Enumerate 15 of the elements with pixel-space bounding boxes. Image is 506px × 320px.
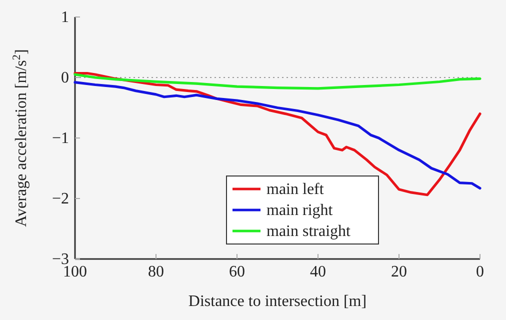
x-tick-label: 40 [310, 263, 326, 280]
legend-label: main left [266, 181, 324, 198]
y-tick-label: −1 [52, 130, 69, 148]
y-tick-label: 0 [61, 70, 69, 87]
x-tick-label: 20 [391, 263, 407, 280]
x-axis-title: Distance to intersection [m] [188, 293, 367, 310]
y-tick-label: 1 [61, 9, 69, 26]
x-tick-label: 100 [63, 263, 87, 280]
x-tick-label: 60 [229, 263, 245, 280]
line-series [74, 73, 482, 90]
x-tick-label: 80 [148, 263, 164, 280]
legend-label: main right [266, 202, 334, 219]
y-tick-label: −2 [52, 190, 69, 208]
legend-label: main straight [266, 223, 352, 240]
x-tick-label: 0 [476, 263, 484, 280]
